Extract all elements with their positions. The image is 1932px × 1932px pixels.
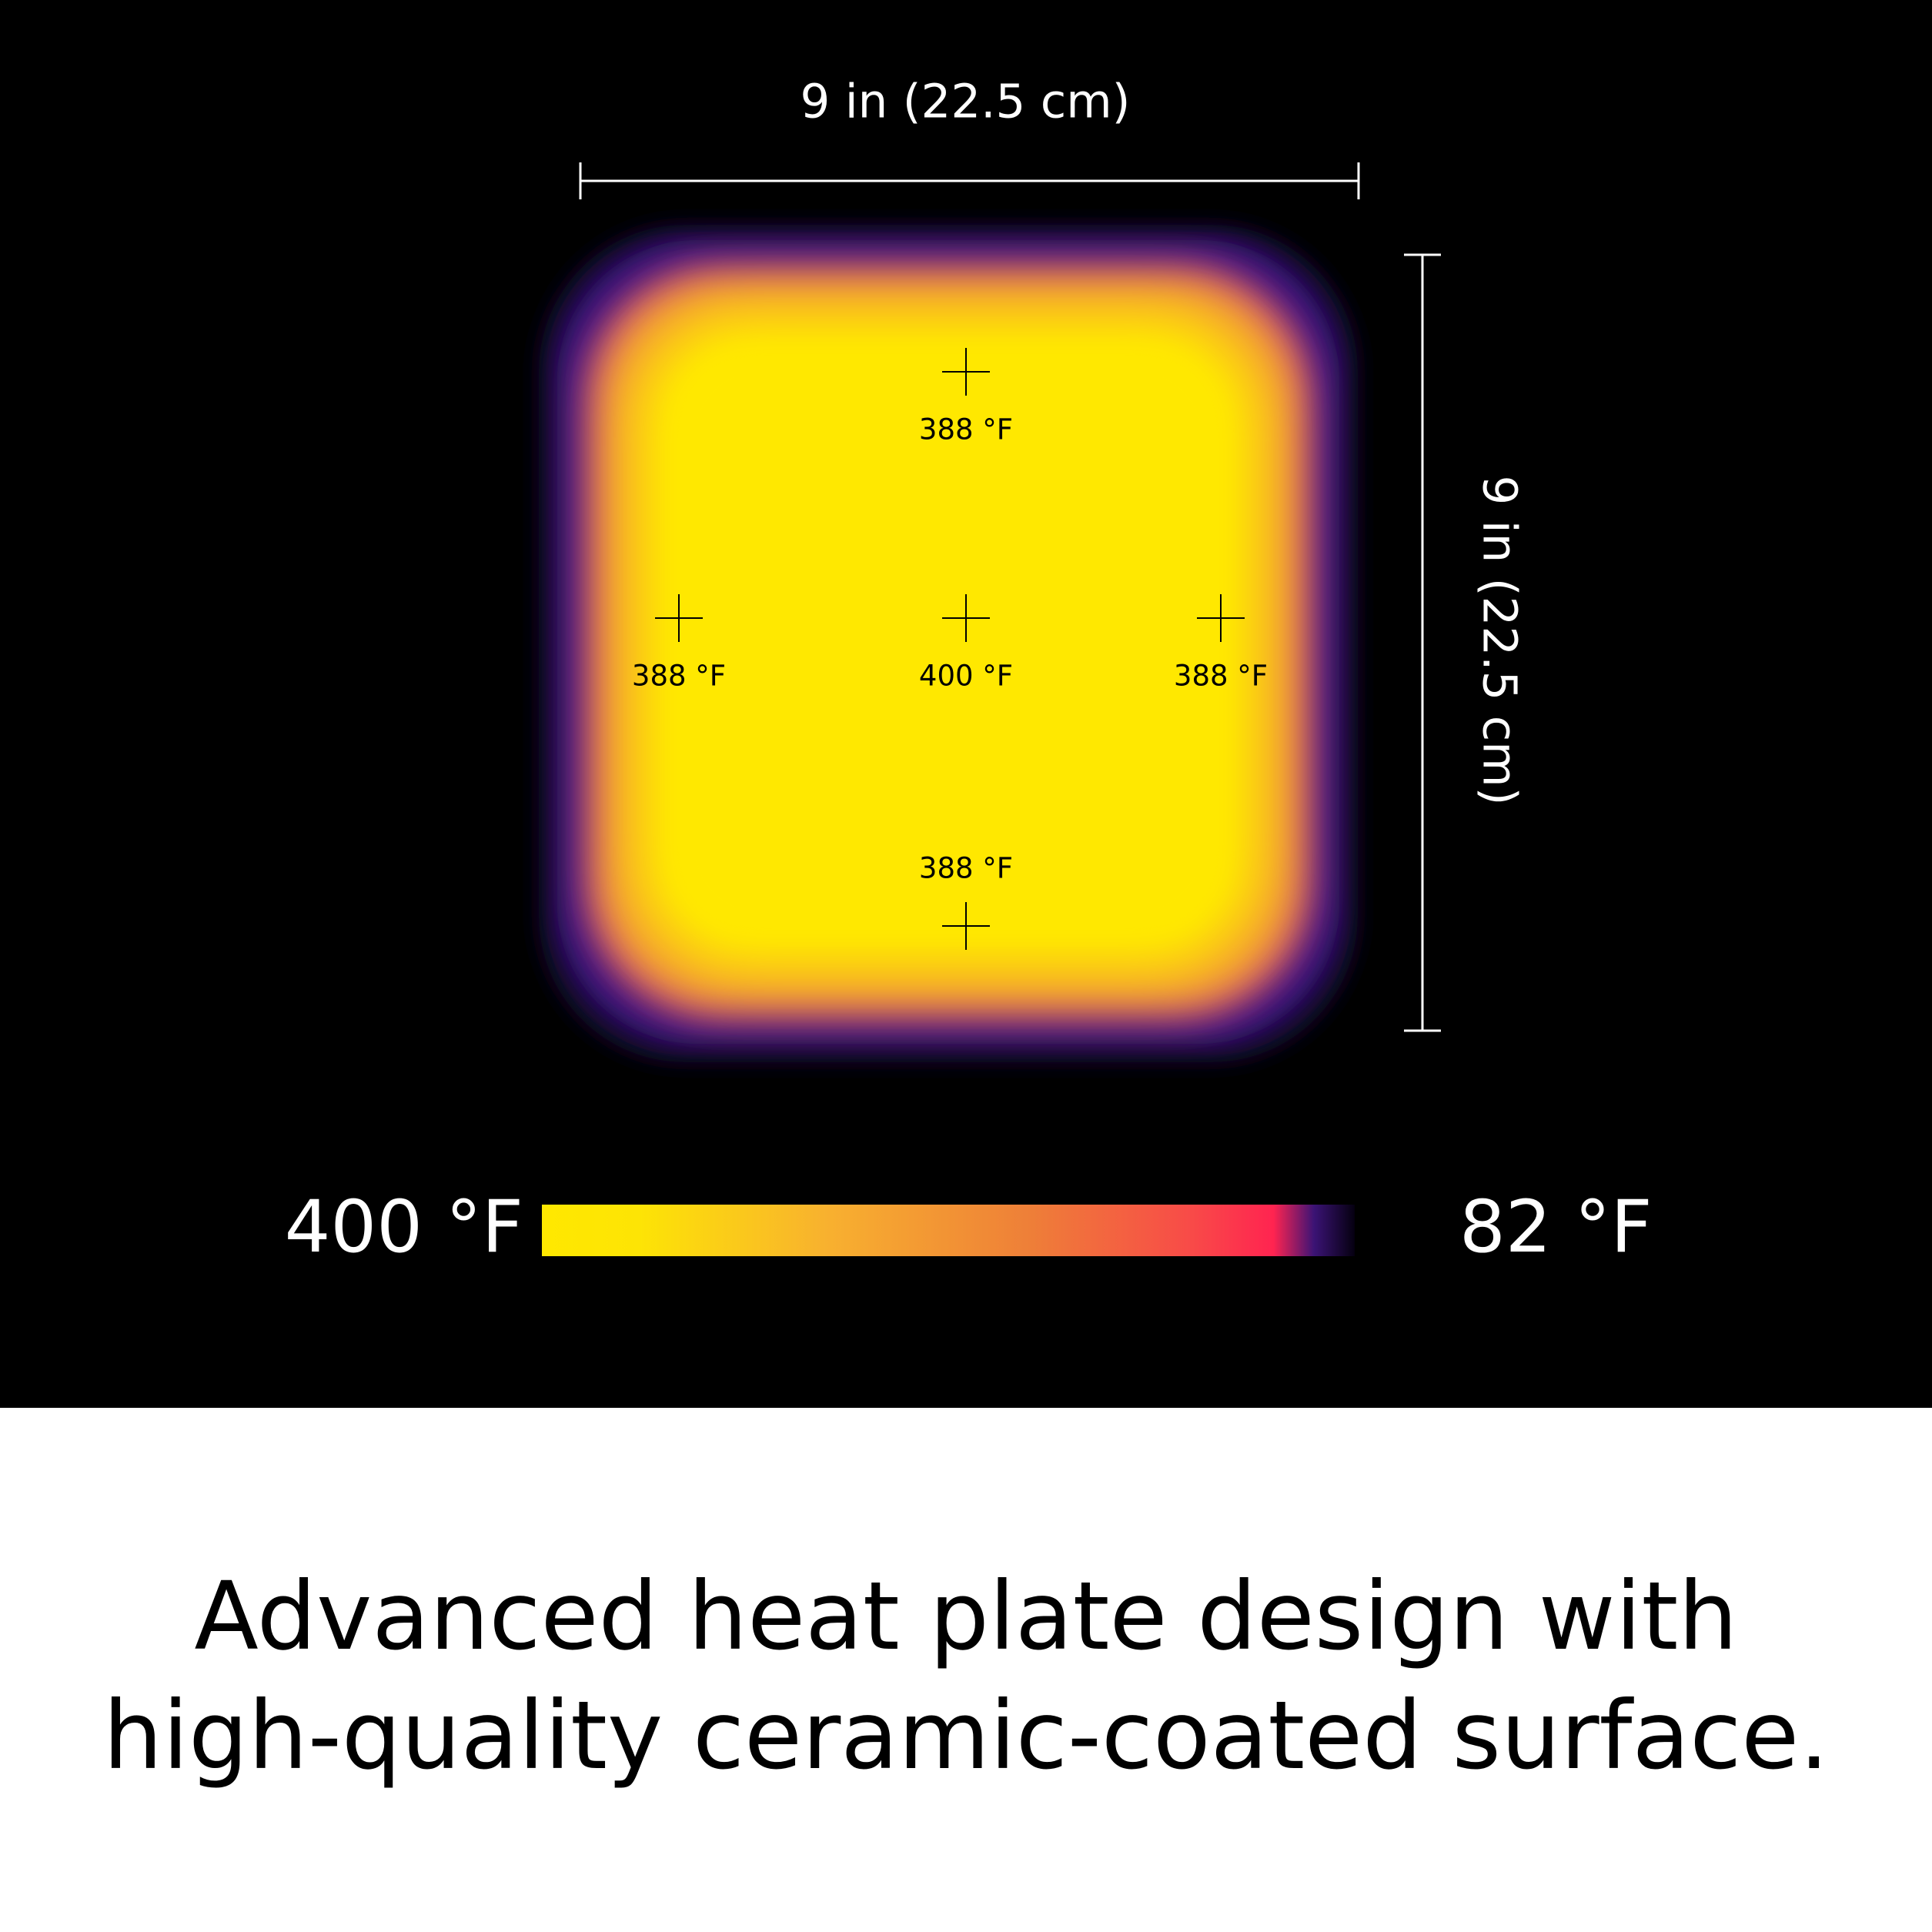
heat-map [539,225,1358,1062]
width-label: 9 in (22.5 cm) [801,75,1131,129]
width-dimension-line [579,162,1360,199]
measurement-crosses [655,348,1245,950]
reading-label: 388 °F [919,413,1013,446]
reading-label: 400 °F [919,660,1013,693]
color-scale [542,1205,1355,1256]
caption-line: Advanced heat plate design with [194,1562,1737,1671]
reading-label: 388 °F [1174,660,1268,693]
reading-label: 388 °F [919,852,1013,885]
caption-line: high-quality ceramic-coated surface. [103,1681,1829,1790]
height-dimension-line [1404,253,1441,1032]
reading-label: 388 °F [632,660,726,693]
height-label: 9 in (22.5 cm) [1472,476,1526,806]
legend-max-label: 400 °F [285,1185,523,1269]
legend-min-label: 82 °F [1459,1185,1653,1269]
